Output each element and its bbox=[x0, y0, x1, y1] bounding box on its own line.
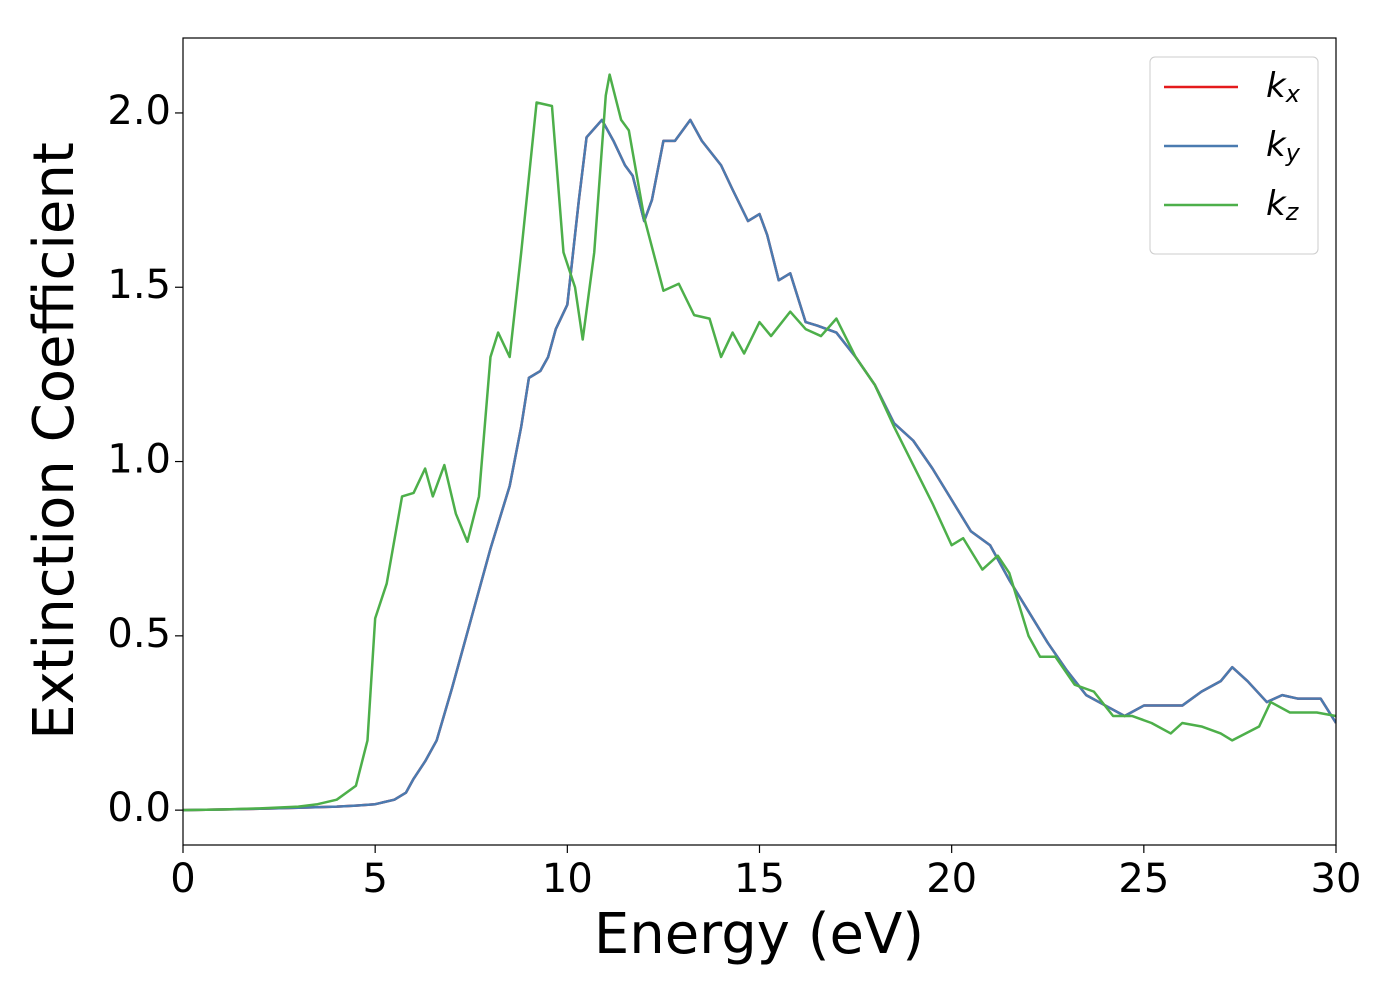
y-tick-label: 1.0 bbox=[107, 437, 171, 483]
plot-frame bbox=[182, 37, 1337, 846]
y-axis-label: Extinction Coefficient bbox=[22, 142, 87, 740]
y-tick-label: 0.0 bbox=[107, 785, 171, 831]
line-series bbox=[183, 118, 1336, 812]
y-tick-label: 2.0 bbox=[107, 88, 171, 134]
x-tick-label: 15 bbox=[734, 856, 785, 902]
legend-label: kz bbox=[1266, 184, 1300, 227]
x-tick-label: 25 bbox=[1118, 856, 1169, 902]
x-tick-label: 0 bbox=[170, 856, 195, 902]
x-tick-label: 30 bbox=[1311, 856, 1362, 902]
legend-label: ky bbox=[1266, 125, 1301, 168]
x-tick-label: 10 bbox=[542, 856, 593, 902]
y-tick-label: 1.5 bbox=[107, 262, 171, 308]
line-series bbox=[183, 73, 1336, 812]
x-tick-label: 20 bbox=[926, 856, 977, 902]
x-axis-label: Energy (eV) bbox=[594, 902, 924, 967]
x-tick-label: 5 bbox=[362, 856, 387, 902]
y-tick-label: 0.5 bbox=[107, 611, 171, 657]
legend-label: kx bbox=[1266, 66, 1301, 109]
